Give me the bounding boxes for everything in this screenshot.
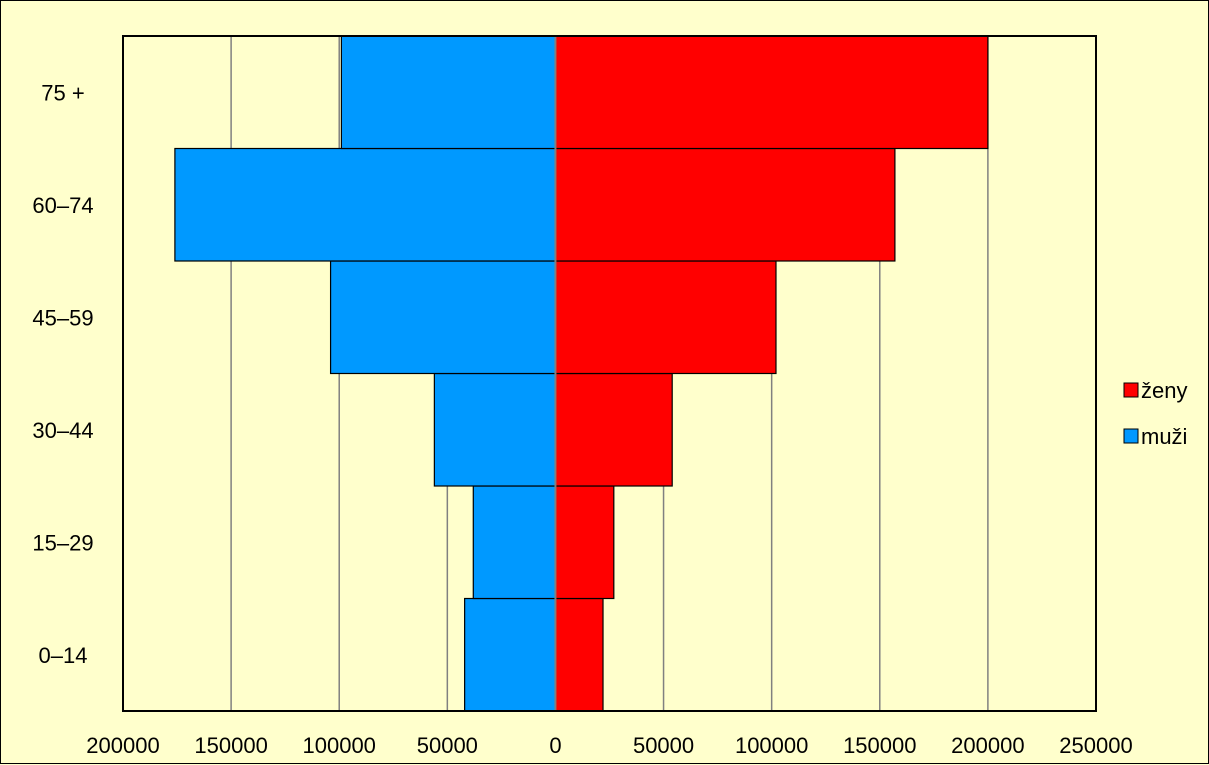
y-tick-label: 45–59 (32, 305, 93, 330)
y-tick-label: 75 + (41, 80, 84, 105)
x-tick-label: 50000 (633, 733, 694, 758)
legend-swatch-muzi (1123, 428, 1139, 444)
bar-muzi-3 (329, 260, 557, 375)
y-tick-label: 60–74 (32, 193, 93, 218)
x-tick-label: 250000 (1059, 733, 1132, 758)
bar-muzi-1 (472, 485, 557, 600)
bar-zeny-3 (554, 260, 777, 375)
legend-label-muzi: muži (1141, 424, 1187, 449)
x-tick-label: 0 (549, 733, 561, 758)
y-tick-label: 30–44 (32, 418, 93, 443)
x-tick-label: 150000 (194, 733, 267, 758)
bar-zeny-5 (554, 35, 989, 150)
bar-zeny-4 (554, 147, 896, 262)
bar-muzi-2 (433, 372, 557, 487)
y-tick-label: 0–14 (39, 643, 88, 668)
bar-zeny-2 (554, 372, 673, 487)
bar-muzi-5 (340, 35, 557, 150)
legend-label-zeny: ženy (1141, 378, 1187, 403)
bar-zeny-1 (554, 485, 615, 600)
x-tick-label: 150000 (843, 733, 916, 758)
x-tick-label: 100000 (735, 733, 808, 758)
bar-muzi-0 (464, 597, 557, 712)
x-tick-label: 200000 (86, 733, 159, 758)
y-tick-label: 15–29 (32, 530, 93, 555)
bar-muzi-4 (174, 147, 557, 262)
x-tick-label: 200000 (951, 733, 1024, 758)
x-tick-label: 50000 (417, 733, 478, 758)
x-tick-label: 100000 (303, 733, 376, 758)
plot-border (122, 35, 1097, 712)
bar-zeny-0 (554, 597, 604, 712)
legend-swatch-zeny (1123, 382, 1139, 398)
